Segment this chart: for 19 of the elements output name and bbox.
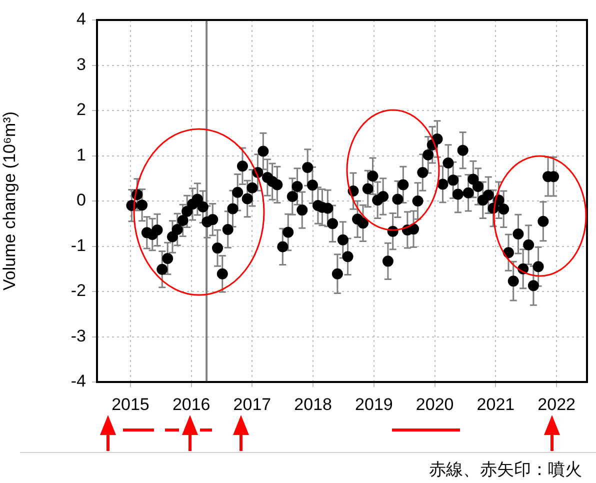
x-tick-label: 2019 — [355, 394, 393, 414]
x-tick-label: 2021 — [476, 394, 515, 414]
text: 赤線、赤矢印：噴火 — [429, 459, 582, 481]
y-axis-title: Volume change (10⁶m³) — [0, 112, 19, 290]
y-tick-label: 1 — [76, 145, 86, 164]
x-tick-label: 2015 — [112, 394, 150, 414]
y-tick-label: -2 — [70, 281, 86, 300]
y-tick-label: 4 — [76, 10, 86, 29]
y-tick-label: 2 — [76, 100, 86, 120]
x-tick-label: 2016 — [172, 394, 210, 414]
y-tick-label: 0 — [76, 190, 86, 210]
x-tick-label: 2022 — [538, 394, 576, 414]
y-tick-label: -1 — [70, 236, 86, 255]
x-tick-label: 2017 — [233, 394, 272, 414]
y-tick-label: -4 — [70, 372, 86, 391]
y-tick-label: -3 — [70, 326, 86, 346]
y-tick-label: 3 — [76, 54, 86, 74]
x-tick-label: 2020 — [416, 394, 454, 414]
x-tick-label: 2018 — [294, 394, 332, 414]
